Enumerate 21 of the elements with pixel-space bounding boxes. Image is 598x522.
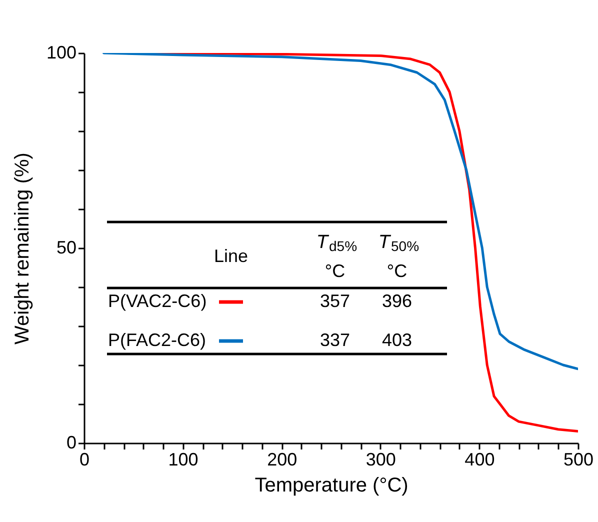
annotation: Line: [214, 246, 248, 266]
x-axis-title: Temperature (°C): [254, 474, 408, 496]
y-tick-label: 100: [46, 42, 76, 62]
x-tick-label: 300: [366, 450, 396, 470]
y-tick-label: 50: [56, 238, 76, 258]
legend-label: P(FAC2-C6): [108, 330, 206, 350]
x-tick-label: 400: [464, 450, 495, 470]
x-tick-label: 0: [79, 450, 90, 470]
x-tick-label: 200: [267, 450, 298, 470]
legend-label: P(VAC2-C6): [108, 291, 207, 311]
annotation: °C: [386, 261, 408, 281]
annotation: 337: [320, 330, 350, 350]
x-tick-label: 500: [563, 450, 594, 470]
y-tick-label: 0: [66, 432, 76, 452]
annotation: 357: [320, 291, 350, 311]
y-axis-title: Weight remaining (%): [11, 152, 34, 344]
annotation: 396: [382, 291, 412, 311]
line-series: [102, 53, 578, 370]
x-tick-label: 100: [168, 450, 198, 470]
annotation: 403: [382, 330, 412, 350]
annotation: °C: [324, 261, 346, 281]
